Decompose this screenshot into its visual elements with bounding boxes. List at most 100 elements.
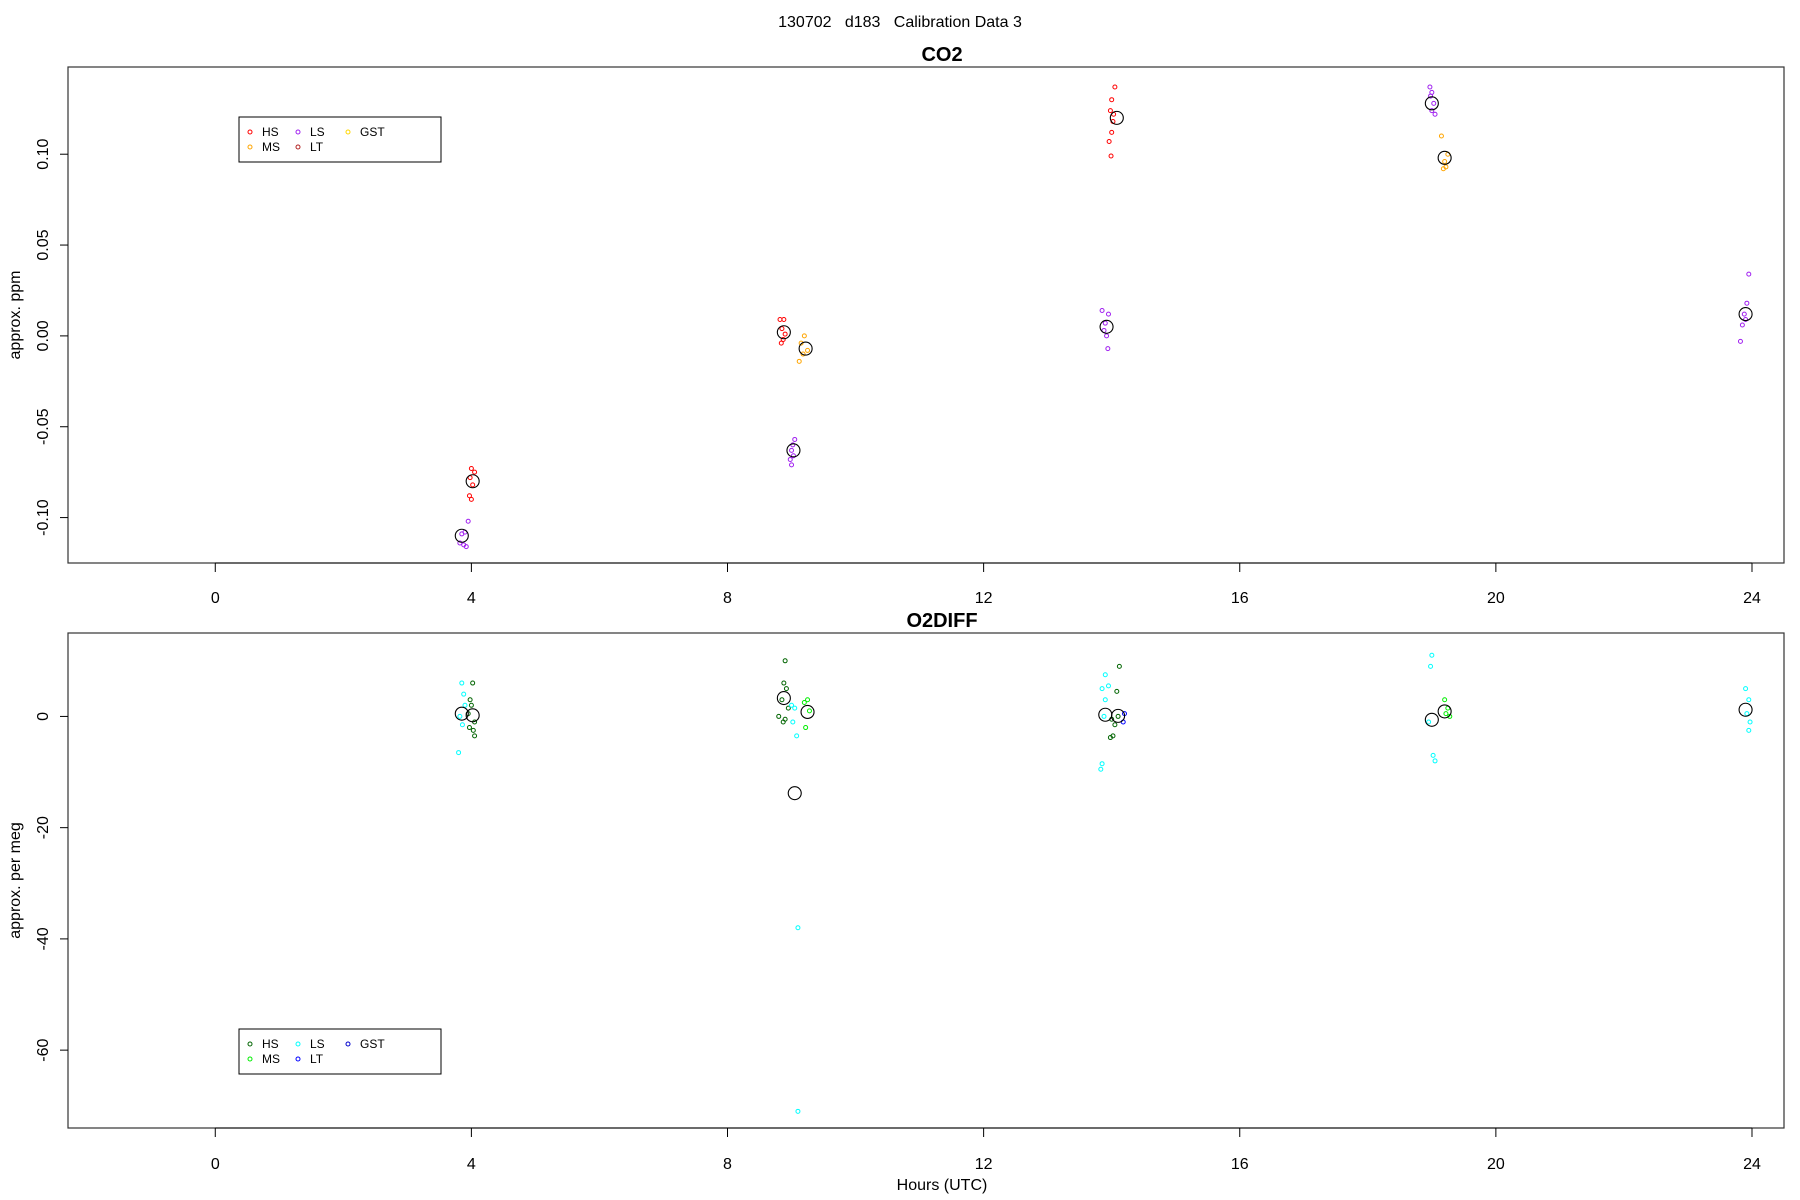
data-point-hs (781, 680, 787, 686)
legend-marker (295, 1056, 301, 1062)
legend-marker (247, 129, 253, 135)
data-point-ls (1432, 111, 1438, 117)
data-point-ls (1747, 719, 1753, 725)
data-point-ls (1432, 758, 1438, 764)
legend-label: GST (360, 125, 385, 139)
mean-point (1111, 708, 1126, 723)
legend-label: LT (310, 1052, 324, 1066)
data-point-ms (800, 351, 806, 357)
data-point-ls (1105, 683, 1111, 689)
x-axis-label: Hours (UTC) (897, 1177, 988, 1194)
mean-point (454, 706, 469, 721)
legend-label: LS (310, 125, 325, 139)
data-point-hs (1115, 713, 1121, 719)
data-point-hs (782, 658, 788, 664)
data-point-hs (781, 317, 787, 323)
data-point-ls (790, 719, 796, 725)
mean-point (465, 474, 480, 489)
data-point-ms (1443, 711, 1449, 717)
y-tick-label: 0.00 (35, 320, 52, 351)
page-title: 130702 d183 Calibration Data 3 (778, 14, 1022, 31)
mean-point (1424, 712, 1439, 727)
data-point-ms (1438, 133, 1444, 139)
x-tick-label: 16 (1231, 590, 1249, 607)
mean-point (1424, 96, 1439, 111)
data-point-hs (782, 331, 788, 337)
data-point-hs (779, 326, 785, 332)
data-point-ls (1099, 307, 1105, 313)
legend-marker (345, 129, 351, 135)
x-tick-label: 8 (723, 590, 732, 607)
mean-point (798, 341, 813, 356)
data-point-hs (778, 340, 784, 346)
data-point-ls (1426, 719, 1432, 725)
data-point-ls (1105, 346, 1111, 352)
x-tick-label: 4 (467, 1156, 476, 1173)
data-point-ls (463, 544, 469, 550)
data-point-hs (1109, 97, 1115, 103)
legend-marker (247, 1041, 253, 1047)
data-point-ls (1105, 311, 1111, 317)
y-tick-label: 0.10 (35, 139, 52, 170)
legend-label: MS (262, 140, 280, 154)
data-point-ms (1447, 713, 1453, 719)
data-point-hs (472, 733, 478, 739)
legend-label: GST (360, 1037, 385, 1051)
data-point-hs (780, 719, 786, 725)
legend-label: LS (310, 1037, 325, 1051)
data-point-ls (789, 702, 795, 708)
mean-point (1738, 702, 1753, 717)
co2-panel: CO2 0 4 8 12 16 20 24 -0.10 -0.05 0.00 0.05 0.10 appr… (7, 44, 1785, 607)
y-axis-label: approx. per meg (7, 822, 24, 939)
data-point-ls (1102, 672, 1108, 678)
mean-point (465, 708, 480, 723)
data-point-hs (472, 469, 478, 475)
legend-marker (295, 1041, 301, 1047)
data-point-ms (1440, 166, 1446, 172)
legend-marker (295, 144, 301, 150)
data-point-ls (1101, 713, 1107, 719)
data-point-ls (1431, 100, 1437, 106)
legend-marker (247, 144, 253, 150)
data-point-ls (1746, 697, 1752, 703)
legend-label: MS (262, 1052, 280, 1066)
data-point-hs (1114, 688, 1120, 694)
data-point-ms (805, 697, 811, 703)
data-point-ms (796, 358, 802, 364)
mean-point (1437, 704, 1452, 719)
data-point-ls (1099, 761, 1105, 767)
data-point-ls (457, 540, 463, 546)
mean-point (1099, 319, 1114, 334)
data-point-ls (465, 518, 471, 524)
data-point-hs (1107, 735, 1113, 741)
data-point-ls (457, 713, 463, 719)
x-tick-label: 16 (1231, 1156, 1249, 1173)
panel-title: O2DIFF (906, 610, 977, 632)
x-tick-label: 12 (975, 590, 993, 607)
o2diff-panel: O2DIFF 0 4 8 12 16 20 24 -60 -40 -20 0 approx. per m… (7, 610, 1785, 1194)
data-point-ls (790, 453, 796, 459)
legend-marker (345, 1041, 351, 1047)
data-point-ms (1442, 158, 1448, 164)
data-point-ls (792, 705, 798, 711)
mean-point (454, 528, 469, 543)
data-point-ls (1429, 108, 1435, 114)
data-point-ls (1428, 93, 1434, 99)
data-point-ls (1427, 84, 1433, 90)
mean-point (1738, 307, 1753, 322)
mean-point (800, 704, 815, 720)
data-point-ls (459, 680, 465, 686)
mean-point (787, 786, 802, 801)
data-point-ls (795, 1108, 801, 1114)
data-point-hs (466, 493, 472, 499)
data-point-ls (789, 462, 795, 468)
data-point-ls (1739, 322, 1745, 328)
data-point-ms (1442, 697, 1448, 703)
legend-box (238, 116, 442, 163)
data-point-ls (792, 436, 798, 442)
data-point-ls (1743, 686, 1749, 692)
data-point-ls (1746, 727, 1752, 733)
data-point-hs (776, 713, 782, 719)
x-tick-label: 0 (211, 590, 220, 607)
